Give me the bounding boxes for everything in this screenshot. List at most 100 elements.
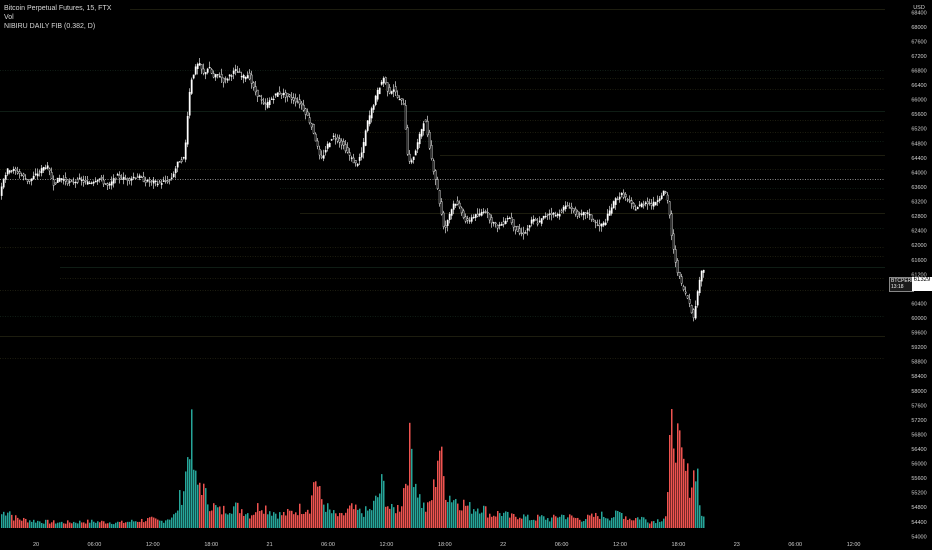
candle-body xyxy=(390,91,393,94)
volume-bar xyxy=(495,516,497,528)
candle-body xyxy=(464,216,467,222)
volume-bar xyxy=(465,505,467,528)
fib-indicator-label[interactable]: NIBIRU DAILY FIB (0.382, D) xyxy=(4,23,96,30)
y-tick-label: 62400 xyxy=(911,229,926,235)
candle-body xyxy=(354,160,357,164)
volume-bar xyxy=(595,512,597,528)
volume-bar xyxy=(425,511,427,528)
chart-legend: Bitcoin Perpetual Futures, 15, FTX Vol N… xyxy=(4,4,111,31)
volume-bar xyxy=(567,517,569,528)
volume-bar xyxy=(277,518,279,528)
candle-body xyxy=(516,225,519,232)
candle-body xyxy=(344,144,347,152)
symbol-title[interactable]: Bitcoin Perpetual Futures, 15, FTX xyxy=(4,5,112,12)
volume-bar xyxy=(551,517,553,528)
candle-body xyxy=(184,142,187,160)
volume-bar xyxy=(315,481,317,528)
candle-body xyxy=(60,178,63,180)
volume-bar xyxy=(343,515,345,528)
volume-bar xyxy=(697,468,699,528)
volume-bar xyxy=(31,521,33,528)
last-price-label: 61329 xyxy=(912,277,932,291)
volume-bar xyxy=(467,505,469,528)
candle-body xyxy=(470,217,473,222)
candle-body xyxy=(200,64,203,70)
volume-bar xyxy=(13,520,15,528)
candle-body xyxy=(188,91,191,116)
candle-body xyxy=(514,226,517,231)
candle-body xyxy=(326,143,329,149)
y-tick-label: 60400 xyxy=(911,301,926,307)
candle-body xyxy=(386,82,389,92)
candle-body xyxy=(588,214,591,216)
volume-bar xyxy=(409,422,411,528)
candle-body xyxy=(378,87,381,95)
volume-bar xyxy=(175,512,177,528)
volume-bar xyxy=(481,512,483,528)
volume-bar xyxy=(123,522,125,528)
candle-body xyxy=(312,124,315,134)
candle-body xyxy=(622,192,625,198)
volume-bar xyxy=(539,516,541,528)
candle-body xyxy=(480,212,483,216)
candle-body xyxy=(320,155,323,158)
y-axis-unit: USD xyxy=(913,5,925,11)
volume-bar xyxy=(565,519,567,528)
volume-bar xyxy=(223,505,225,528)
volume-bar xyxy=(49,523,51,528)
candle-body xyxy=(110,181,113,186)
volume-bar xyxy=(639,519,641,528)
candle-body xyxy=(236,71,239,73)
candle-body xyxy=(208,67,211,69)
volume-bar xyxy=(653,521,655,528)
candle-body xyxy=(574,208,577,215)
candle-body xyxy=(578,213,581,215)
volume-bar xyxy=(243,515,245,528)
candle-body xyxy=(414,150,417,156)
volume-bar xyxy=(193,469,195,528)
volume-bar xyxy=(237,502,239,528)
volume-bar xyxy=(435,487,437,528)
candle-body xyxy=(234,69,237,71)
candle-body xyxy=(590,214,593,220)
candle-body xyxy=(316,140,319,147)
candle-body xyxy=(692,309,695,318)
candle-body xyxy=(684,291,687,294)
volume-bar xyxy=(527,514,529,528)
volume-bar xyxy=(437,460,439,528)
volume-bar xyxy=(125,522,127,528)
candle-body xyxy=(400,98,403,101)
candle-body xyxy=(552,212,555,215)
volume-bar xyxy=(199,482,201,528)
candle-body xyxy=(102,179,105,185)
candle-body xyxy=(90,182,93,184)
volume-bar xyxy=(5,515,7,528)
volume-bar xyxy=(359,508,361,528)
candle-body xyxy=(502,221,505,225)
volume-bar xyxy=(127,521,129,528)
volume-bar xyxy=(609,520,611,528)
volume-bar xyxy=(475,511,477,528)
volume-bar xyxy=(355,504,357,528)
volume-bar xyxy=(323,504,325,528)
volume-bar xyxy=(703,516,705,528)
volume-bar xyxy=(367,510,369,528)
candle-body xyxy=(350,157,353,159)
volume-bar xyxy=(547,518,549,528)
volume-bar xyxy=(389,508,391,528)
volume-bar xyxy=(485,506,487,528)
volume-indicator-label[interactable]: Vol xyxy=(4,14,14,21)
volume-bar xyxy=(257,503,259,528)
candle-body xyxy=(308,117,311,124)
candle-body xyxy=(204,72,207,75)
y-tick-label: 54000 xyxy=(911,534,926,540)
volume-bar xyxy=(421,507,423,528)
volume-bar xyxy=(33,519,35,528)
volume-bar xyxy=(623,518,625,528)
x-tick-label: 18:00 xyxy=(204,542,218,548)
volume-bar xyxy=(19,519,21,528)
volume-bar xyxy=(303,513,305,528)
candle-body xyxy=(278,91,281,95)
candle-body xyxy=(604,222,607,225)
